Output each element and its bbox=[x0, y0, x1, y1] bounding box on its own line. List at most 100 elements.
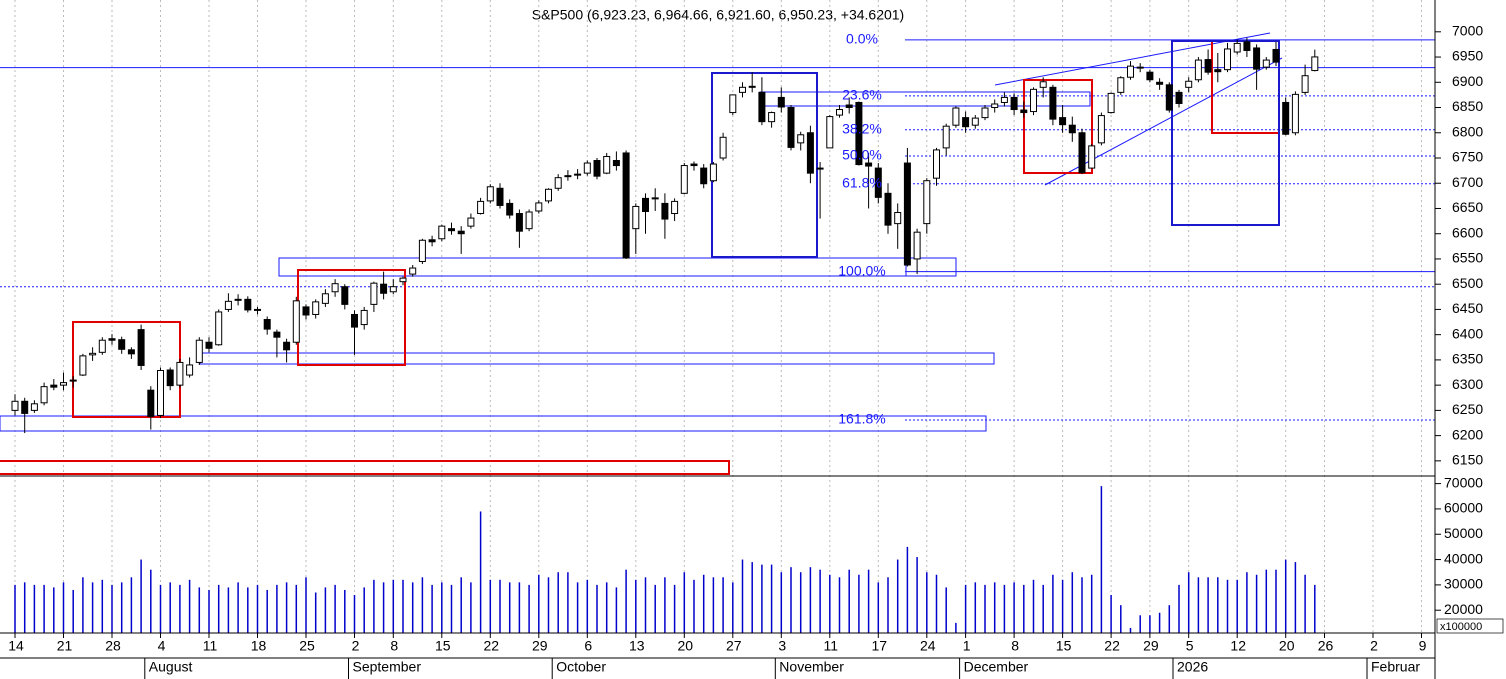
candle-body bbox=[166, 369, 174, 387]
support-box bbox=[0, 415, 987, 432]
x-tick-label: 9 bbox=[1419, 638, 1427, 654]
month-label: November bbox=[779, 659, 844, 675]
candle-body bbox=[205, 341, 213, 349]
y-tick-label: 6800 bbox=[1452, 123, 1483, 139]
candle-body bbox=[952, 107, 960, 126]
candle-body bbox=[496, 187, 504, 206]
candle-body bbox=[768, 112, 776, 123]
candle-body bbox=[923, 180, 931, 225]
fib-label: 100.0% bbox=[838, 262, 885, 278]
candle-body bbox=[593, 160, 601, 177]
candle-body bbox=[428, 239, 436, 243]
candle-body bbox=[147, 389, 155, 417]
candle-body bbox=[224, 300, 232, 310]
x-tick-label: 26 bbox=[1318, 638, 1334, 654]
y-tick-label: 6700 bbox=[1452, 174, 1483, 190]
candle-body bbox=[709, 163, 717, 182]
fib-label: 38.2% bbox=[842, 120, 882, 136]
y-tick-label: 6750 bbox=[1452, 149, 1483, 165]
candle-body bbox=[79, 355, 87, 376]
y-tick-label: 6250 bbox=[1452, 401, 1483, 417]
candle-body bbox=[525, 211, 533, 230]
x-tick-label: 8 bbox=[390, 638, 398, 654]
y-tick-label: 6850 bbox=[1452, 98, 1483, 114]
x-tick-label: 15 bbox=[435, 638, 451, 654]
candle-body bbox=[448, 228, 455, 232]
x-tick-label: 15 bbox=[1056, 638, 1072, 654]
candle-body bbox=[671, 200, 679, 215]
candle-body bbox=[418, 239, 426, 262]
candle-body bbox=[321, 293, 329, 304]
x-tick-label: 29 bbox=[532, 638, 548, 654]
candle-body bbox=[690, 163, 698, 167]
y-tick-label: 50000 bbox=[1444, 525, 1483, 541]
candle-body bbox=[874, 167, 882, 198]
candle-body bbox=[1010, 96, 1018, 111]
y-tick-label: 40000 bbox=[1444, 550, 1483, 566]
candle-body bbox=[477, 200, 485, 215]
x-tick-label: 2 bbox=[352, 638, 360, 654]
candle-body bbox=[942, 125, 950, 149]
candle-body bbox=[341, 286, 349, 305]
candle-body bbox=[574, 173, 582, 176]
support-box bbox=[905, 257, 957, 277]
x-tick-label: 1 bbox=[963, 638, 971, 654]
candle-body bbox=[370, 282, 378, 305]
candle-body bbox=[855, 101, 863, 166]
candle-body bbox=[1097, 115, 1105, 144]
x-tick-label: 29 bbox=[1143, 638, 1159, 654]
candle-body bbox=[680, 165, 688, 194]
candle-body bbox=[787, 107, 795, 148]
candle-body bbox=[186, 364, 194, 376]
candle-body bbox=[797, 134, 805, 144]
candle-body bbox=[108, 338, 116, 341]
month-label: September bbox=[353, 659, 422, 675]
month-label: December bbox=[964, 659, 1029, 675]
candle-body bbox=[632, 205, 640, 230]
candle-body bbox=[1117, 77, 1125, 93]
candle-body bbox=[137, 329, 145, 366]
candle-body bbox=[89, 352, 97, 356]
x-tick-label: 17 bbox=[872, 638, 888, 654]
candle-body bbox=[816, 167, 824, 170]
candle-body bbox=[826, 116, 834, 149]
candle-body bbox=[1311, 56, 1319, 72]
candle-body bbox=[651, 197, 659, 200]
candle-body bbox=[622, 152, 630, 259]
candle-body bbox=[1088, 145, 1096, 169]
x-tick-label: 22 bbox=[1104, 638, 1120, 654]
candle-body bbox=[991, 103, 999, 109]
x-tick-label: 11 bbox=[824, 638, 839, 654]
y-tick-label: 6350 bbox=[1452, 351, 1483, 367]
candle-body bbox=[545, 188, 552, 202]
x-tick-label: 22 bbox=[484, 638, 500, 654]
y-tick-label: 6600 bbox=[1452, 224, 1483, 240]
x-tick-label: 21 bbox=[57, 638, 73, 654]
x-tick-label: 28 bbox=[105, 638, 121, 654]
x-tick-label: 6 bbox=[584, 638, 592, 654]
candle-body bbox=[1262, 59, 1270, 68]
candle-body bbox=[467, 217, 475, 227]
candle-body bbox=[60, 382, 67, 386]
month-label: Februar bbox=[1371, 659, 1420, 675]
candle-body bbox=[69, 379, 77, 382]
candle-body bbox=[894, 212, 902, 225]
candle-body bbox=[215, 311, 223, 346]
fib-label: 23.6% bbox=[842, 87, 882, 103]
y-tick-label: 6550 bbox=[1452, 250, 1483, 266]
candle-body bbox=[273, 331, 281, 338]
candle-body bbox=[360, 309, 368, 326]
unit-label: x100000 bbox=[1440, 621, 1482, 633]
candle-body bbox=[535, 202, 543, 212]
candle-body bbox=[399, 277, 407, 283]
candle-body bbox=[50, 384, 58, 388]
candle-body bbox=[1291, 93, 1299, 134]
x-tick-label: 11 bbox=[203, 638, 218, 654]
candle-body bbox=[1000, 96, 1008, 103]
y-tick-label: 6900 bbox=[1452, 73, 1483, 89]
candle-body bbox=[661, 202, 669, 220]
y-tick-label: 7000 bbox=[1452, 23, 1483, 39]
candle-body bbox=[739, 86, 746, 93]
candle-body bbox=[389, 286, 397, 293]
